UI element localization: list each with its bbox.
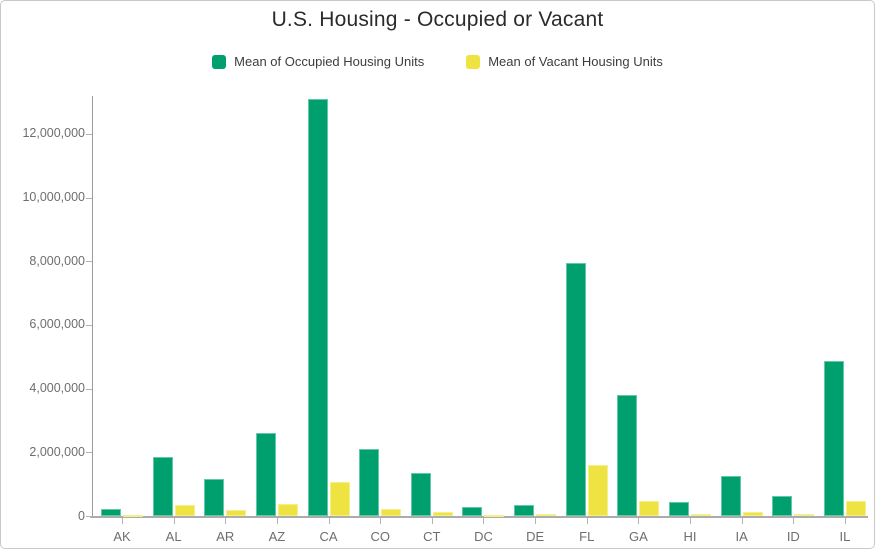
x-axis-tick (535, 518, 537, 524)
x-axis-label: CO (370, 529, 390, 544)
bar-occupied-AL[interactable] (152, 456, 173, 516)
x-axis-label: AL (165, 529, 182, 544)
bar-occupied-DC[interactable] (462, 507, 483, 516)
x-axis-tick (431, 518, 433, 524)
bar-vacant-AR[interactable] (226, 509, 247, 516)
bar-occupied-IL[interactable] (823, 360, 844, 516)
y-axis-label: 0 (78, 508, 85, 523)
x-axis-label: AK (113, 529, 131, 544)
legend-label-occupied: Mean of Occupied Housing Units (234, 54, 425, 69)
x-axis-tick (483, 518, 485, 524)
y-axis-tick (86, 261, 92, 263)
y-axis-label: 2,000,000 (29, 444, 85, 459)
x-axis-label: AR (216, 529, 235, 544)
x-axis-label: CA (319, 529, 338, 544)
bar-occupied-FL[interactable] (565, 263, 586, 516)
x-axis-tick (586, 518, 588, 524)
legend-item-vacant[interactable]: Mean of Vacant Housing Units (466, 54, 663, 69)
bar-occupied-GA[interactable] (617, 394, 638, 516)
x-axis-label: HI (683, 529, 697, 544)
x-axis-label: DC (474, 529, 493, 544)
x-axis-label: DE (526, 529, 545, 544)
bar-occupied-DE[interactable] (514, 505, 535, 516)
y-axis-tick (86, 516, 92, 517)
x-axis-tick (793, 518, 795, 524)
y-axis-label: 10,000,000 (22, 190, 85, 204)
x-axis-line (90, 516, 868, 518)
x-axis-label: GA (628, 529, 648, 544)
bar-vacant-FL[interactable] (587, 465, 608, 516)
bar-vacant-HI[interactable] (691, 513, 712, 516)
bar-vacant-CA[interactable] (329, 481, 350, 516)
legend-item-occupied[interactable]: Mean of Occupied Housing Units (212, 54, 424, 69)
x-axis-tick (225, 518, 227, 524)
bar-vacant-CT[interactable] (432, 512, 453, 516)
chart-title: U.S. Housing - Occupied or Vacant (271, 8, 604, 31)
x-axis-tick (741, 518, 743, 524)
y-axis-tick (86, 388, 92, 390)
bar-vacant-IL[interactable] (845, 501, 866, 516)
x-axis-tick (380, 518, 382, 524)
bar-occupied-ID[interactable] (772, 496, 793, 516)
x-axis-tick (328, 518, 330, 524)
legend: Mean of Occupied Housing Units Mean of V… (1, 54, 874, 69)
x-axis-tick (173, 518, 175, 524)
bar-vacant-CO[interactable] (381, 509, 402, 516)
bar-vacant-AK[interactable] (123, 514, 143, 517)
x-axis-tick (276, 518, 278, 524)
legend-swatch-occupied-icon (212, 54, 227, 69)
legend-label-vacant: Mean of Vacant Housing Units (488, 54, 663, 69)
x-axis-label: IL (839, 529, 851, 544)
bar-occupied-AR[interactable] (204, 479, 225, 516)
y-axis-tick (86, 324, 92, 326)
bar-occupied-IA[interactable] (720, 476, 741, 516)
x-axis-tick (122, 518, 123, 524)
bar-occupied-CO[interactable] (359, 449, 380, 516)
bar-vacant-AZ[interactable] (277, 503, 298, 516)
bar-occupied-CT[interactable] (410, 472, 431, 516)
x-axis-tick (638, 518, 640, 524)
y-axis-tick (86, 452, 92, 454)
bar-vacant-IA[interactable] (742, 512, 763, 516)
y-axis-line (92, 96, 93, 518)
x-axis-label: AZ (268, 529, 286, 544)
bar-vacant-DC[interactable] (484, 515, 505, 517)
x-axis-tick (690, 518, 692, 524)
y-axis-tick (86, 133, 92, 135)
x-axis-label: CT (423, 529, 441, 544)
bar-vacant-GA[interactable] (639, 501, 660, 516)
bar-vacant-ID[interactable] (794, 513, 815, 516)
y-axis-tick (86, 197, 92, 199)
y-axis-label: 4,000,000 (29, 381, 85, 396)
bar-occupied-AK[interactable] (101, 508, 121, 516)
legend-swatch-vacant-icon (466, 54, 481, 69)
bar-vacant-DE[interactable] (536, 513, 557, 516)
bar-occupied-HI[interactable] (669, 501, 690, 516)
bar-occupied-CA[interactable] (307, 98, 328, 516)
y-axis-label: 12,000,000 (22, 126, 85, 141)
bar-occupied-AZ[interactable] (255, 433, 276, 516)
x-axis-label: FL (579, 529, 595, 544)
x-axis-label: IA (735, 529, 748, 544)
x-axis-tick (844, 518, 846, 524)
y-axis-label: 6,000,000 (29, 317, 85, 332)
y-axis-label: 8,000,000 (29, 253, 85, 268)
bar-vacant-AL[interactable] (174, 504, 195, 516)
x-axis-label: ID (786, 529, 800, 544)
